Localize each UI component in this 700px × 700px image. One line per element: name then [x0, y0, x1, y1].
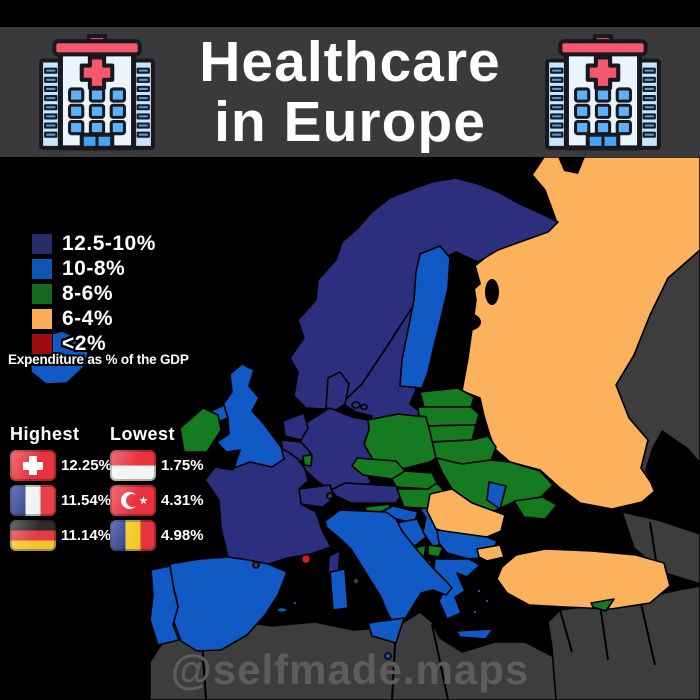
legend-row: 10-8% [31, 257, 156, 280]
rank-row-france: 11.54% [10, 485, 112, 516]
region-caucasus [621, 511, 700, 585]
barents-inlet [558, 157, 585, 174]
legend-row: <2% [31, 332, 156, 355]
danish-islands [360, 403, 368, 411]
lowest-column: Lowest 1.75% 4.31% 4.98% [110, 424, 210, 551]
lake-ladoga [455, 313, 481, 331]
legend-label: <2% [62, 332, 107, 355]
legend-swatch-orange [31, 308, 53, 330]
rank-value: 1.75% [161, 457, 204, 474]
rank-row-switzerland: 12.25% [10, 450, 112, 481]
highest-heading: Highest [10, 424, 80, 444]
rank-row-romania: 4.98% [110, 520, 210, 551]
legend: 12.5-10% 10-8% 8-6% 6-4% <2% [31, 232, 156, 358]
rank-value: 11.54% [61, 492, 112, 509]
lake-onega [485, 279, 499, 305]
page-title: Healthcare in Europe [0, 27, 700, 157]
aegean-island [472, 609, 478, 615]
rank-row-turkey: 4.31% [110, 485, 210, 516]
country-cyprus [590, 598, 615, 612]
country-estonia [419, 387, 475, 408]
country-moldova [486, 481, 507, 510]
france-flag-icon [10, 485, 56, 516]
credit-handle: @selfmade.maps [170, 646, 530, 693]
country-andorra-dot [252, 561, 260, 569]
country-italy [324, 509, 453, 624]
legend-caption: Expenditure as % of the GDP [8, 352, 189, 367]
rank-value: 11.14% [61, 527, 112, 544]
germany-flag-icon [10, 520, 56, 551]
legend-label: 8-6% [62, 282, 114, 305]
border-line [559, 598, 656, 666]
legend-swatch-blue [31, 258, 53, 280]
switzerland-flag-icon [10, 450, 56, 481]
legend-label: 6-4% [62, 307, 114, 330]
island-malta [384, 652, 392, 660]
island-sicily [367, 617, 405, 644]
rank-row-germany: 11.14% [10, 520, 112, 551]
turkey-flag-icon [110, 485, 156, 516]
legend-row: 12.5-10% [31, 232, 156, 255]
danish-islands [351, 401, 361, 409]
rank-value: 12.25% [61, 457, 112, 474]
region-turkish-thrace [476, 544, 505, 562]
title-line-1: Healthcare [199, 30, 501, 94]
country-uk [216, 363, 285, 469]
legend-swatch-green [31, 283, 53, 305]
balearic-islands [276, 606, 288, 614]
aegean-island [484, 598, 490, 604]
country-monaco-dot [300, 553, 312, 565]
country-portugal [149, 565, 180, 646]
legend-swatch-red [31, 333, 53, 355]
rank-value: 4.31% [161, 492, 204, 509]
legend-row: 6-4% [31, 307, 156, 330]
legend-label: 10-8% [62, 257, 126, 280]
region-crimea [513, 496, 558, 520]
country-romania [426, 488, 506, 538]
highest-column: Highest 12.25% 11.54% 11.14% [10, 424, 112, 551]
island-crete [455, 628, 494, 640]
country-liechtenstein-dot [326, 492, 334, 500]
country-luxembourg [302, 454, 313, 467]
aegean-island [476, 588, 482, 594]
legend-swatch-navy [31, 233, 53, 255]
lowest-heading: Lowest [110, 424, 176, 444]
rank-row-monaco: 1.75% [110, 450, 210, 481]
balearic-islands [292, 600, 298, 606]
title-line-2: in Europe [214, 90, 486, 154]
island-sardinia [329, 568, 349, 611]
country-netherlands [282, 412, 309, 441]
rank-value: 4.98% [161, 527, 204, 544]
romania-flag-icon [110, 520, 156, 551]
country-turkey [496, 548, 671, 610]
country-san-marino-dot [352, 577, 360, 585]
country-austria [330, 482, 404, 504]
monaco-flag-icon [110, 450, 156, 481]
country-ireland [179, 407, 222, 453]
country-finland [399, 245, 451, 389]
legend-row: 8-6% [31, 282, 156, 305]
legend-label: 12.5-10% [62, 232, 156, 255]
